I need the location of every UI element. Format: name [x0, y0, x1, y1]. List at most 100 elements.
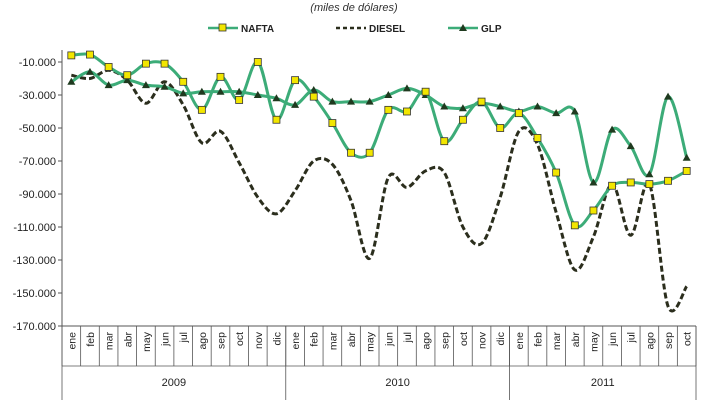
- x-tick-label: mar: [327, 332, 339, 351]
- x-tick-label: ene: [290, 332, 302, 350]
- point-nafta: [328, 119, 337, 127]
- x-tick-label: may: [588, 331, 600, 352]
- x-tick-label: ago: [644, 332, 656, 350]
- point-glp: [291, 100, 300, 108]
- point-glp: [179, 89, 188, 97]
- point-nafta: [570, 221, 579, 230]
- x-tick-label: sep: [663, 332, 675, 349]
- point-nafta: [160, 59, 169, 68]
- point-glp: [160, 82, 169, 90]
- y-tick-label: -150.000: [13, 288, 56, 300]
- x-tick-label: ene: [514, 332, 526, 350]
- point-nafta: [608, 181, 616, 190]
- y-tick-label: -130.000: [13, 255, 56, 267]
- point-nafta: [421, 87, 430, 96]
- x-tick-label: oct: [682, 332, 694, 346]
- point-nafta: [86, 50, 94, 59]
- series-line-glp: [70, 70, 689, 184]
- point-glp: [608, 125, 617, 133]
- legend-marker-nafta: [218, 23, 227, 32]
- point-glp: [682, 153, 691, 161]
- year-label: 2011: [591, 377, 615, 389]
- point-glp: [197, 87, 206, 95]
- x-tick-label: may: [141, 331, 153, 352]
- legend-marker-glp: [459, 24, 467, 31]
- point-glp: [440, 102, 449, 110]
- legend-item-diesel: DIESEL: [336, 24, 405, 35]
- point-nafta: [645, 180, 654, 189]
- x-tick-label: oct: [234, 332, 246, 346]
- y-tick-label: -30.000: [19, 90, 56, 102]
- x-tick-label: abr: [122, 332, 134, 348]
- x-tick-label: jul: [402, 332, 414, 344]
- point-glp: [347, 97, 356, 105]
- point-nafta: [496, 124, 505, 132]
- x-tick-label: sep: [439, 332, 451, 349]
- series-nafta: [67, 50, 691, 230]
- point-glp: [123, 76, 132, 84]
- x-tick-label: sep: [216, 332, 228, 349]
- x-tick-label: ago: [197, 332, 209, 350]
- x-tick-label: ago: [421, 332, 433, 350]
- point-nafta: [403, 107, 411, 116]
- point-glp: [552, 109, 561, 117]
- point-glp: [626, 142, 635, 150]
- y-tick-label: -90.000: [19, 189, 56, 201]
- y-tick-label: -10.000: [19, 57, 56, 69]
- point-glp: [85, 67, 94, 75]
- x-tick-label: oct: [458, 332, 470, 346]
- point-nafta: [142, 59, 150, 68]
- point-nafta: [664, 176, 672, 185]
- point-glp: [104, 81, 113, 89]
- point-nafta: [104, 63, 113, 71]
- legend-label-glp: GLP: [481, 24, 502, 35]
- point-glp: [141, 81, 150, 89]
- point-nafta: [123, 71, 132, 80]
- legend: NAFTA DIESEL GLP: [208, 23, 502, 35]
- point-glp: [328, 97, 337, 105]
- legend-item-nafta: NAFTA: [208, 23, 274, 35]
- point-nafta: [533, 133, 542, 142]
- y-tick-label: -50.000: [19, 123, 56, 135]
- x-tick-label: jun: [160, 332, 172, 347]
- x-tick-label: nov: [253, 331, 265, 349]
- y-tick-label: -70.000: [19, 156, 56, 168]
- point-nafta: [552, 168, 561, 177]
- x-tick-label: abr: [346, 332, 358, 348]
- point-glp: [533, 102, 542, 110]
- point-nafta: [67, 51, 76, 60]
- point-glp: [235, 87, 244, 95]
- x-tick-label: mar: [104, 332, 116, 351]
- point-glp: [496, 102, 505, 110]
- point-nafta: [682, 166, 691, 175]
- point-nafta: [459, 115, 467, 124]
- point-nafta: [589, 206, 598, 215]
- point-nafta: [347, 148, 355, 157]
- x-tick-label: may: [365, 331, 377, 352]
- point-nafta: [309, 92, 318, 101]
- y-tick-label: -110.000: [13, 222, 56, 234]
- point-glp: [216, 87, 225, 95]
- series-layer: [67, 50, 691, 313]
- x-tick-label: abr: [570, 332, 582, 348]
- point-nafta: [365, 148, 374, 157]
- point-glp: [309, 86, 318, 94]
- point-glp: [402, 84, 411, 92]
- axes: -10.000 -30.000 -50.000 -70.000 -90.000 -110.…: [13, 50, 697, 400]
- year-label: 2009: [162, 377, 186, 389]
- x-tick-label: jun: [383, 332, 395, 347]
- x-tick-label: dic: [271, 332, 283, 345]
- series-diesel: [70, 68, 688, 313]
- y-tick-label: -170.000: [13, 321, 56, 333]
- year-label: 2010: [385, 377, 409, 389]
- x-tick-label: feb: [85, 332, 97, 347]
- x-tick-label: feb: [533, 332, 545, 347]
- point-glp: [664, 92, 673, 100]
- series-line-nafta: [71, 52, 688, 229]
- point-glp: [589, 178, 598, 186]
- point-glp: [272, 94, 281, 102]
- point-nafta: [179, 77, 188, 86]
- point-glp: [365, 97, 374, 105]
- legend-label-diesel: DIESEL: [369, 24, 405, 35]
